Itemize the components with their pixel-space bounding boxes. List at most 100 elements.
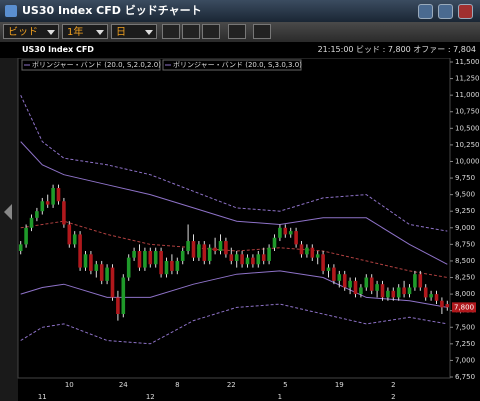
candle-body: [35, 211, 39, 218]
close-button[interactable]: [458, 4, 473, 19]
month-label: 11: [38, 393, 47, 401]
y-tick-label: 9,250: [455, 207, 475, 215]
interval-select[interactable]: 日: [111, 24, 157, 39]
legend-box: [21, 59, 161, 71]
y-tick-label: 9,750: [455, 174, 475, 182]
y-tick-label: 8,000: [455, 290, 475, 298]
candle-body: [407, 287, 412, 295]
candle-body: [105, 267, 109, 281]
candle-body: [375, 284, 379, 291]
candle-body: [170, 260, 174, 271]
y-tick-label: 11,250: [455, 75, 480, 83]
month-label: 12: [146, 393, 155, 401]
title-bar: US30 Index CFD ビッドチャート: [0, 0, 480, 22]
candle-body: [326, 267, 331, 271]
chart-type-button[interactable]: [253, 24, 271, 39]
window-title: US30 Index CFD ビッドチャート: [22, 4, 202, 17]
month-label: 1: [278, 393, 282, 401]
candle-body: [364, 277, 369, 288]
y-tick-label: 9,500: [455, 191, 475, 199]
x-tick-label: 22: [227, 381, 236, 389]
candle-body: [116, 297, 120, 314]
candle-body: [256, 254, 261, 265]
plot-area: [17, 58, 451, 379]
chart: 6,7507,0007,2507,5007,7508,0008,2508,500…: [0, 58, 480, 401]
candle-body: [402, 287, 406, 295]
app-icon: [5, 5, 17, 17]
candle-body: [45, 201, 50, 205]
band-upper: [20, 141, 448, 265]
candle-body: [299, 244, 304, 255]
y-tick-label: 10,000: [455, 157, 480, 165]
y-tick-label: 11,000: [455, 91, 480, 99]
candle-body: [321, 254, 325, 271]
candle-body: [202, 244, 207, 261]
candle-body: [78, 234, 82, 268]
candle-body: [261, 254, 266, 261]
candle-body: [164, 260, 169, 275]
candle-body: [159, 251, 163, 275]
candle-body: [62, 201, 66, 225]
collapse-arrow[interactable]: [4, 204, 12, 220]
y-tick-label: 8,750: [455, 240, 475, 248]
candle-body: [348, 280, 352, 288]
candle-body: [294, 231, 298, 245]
pointer-tool[interactable]: [182, 24, 200, 39]
x-tick-label: 2: [391, 381, 395, 389]
candle-body: [332, 267, 336, 281]
candle-body: [229, 254, 234, 261]
candle-body: [305, 247, 309, 255]
price-type-select[interactable]: ビッド: [3, 24, 59, 39]
candle-body: [429, 294, 433, 298]
candle-body: [353, 280, 358, 295]
y-tick-label: 8,250: [455, 274, 475, 282]
minimize-button[interactable]: [418, 4, 433, 19]
candle-body: [110, 267, 115, 298]
maximize-button[interactable]: [438, 4, 453, 19]
candle-body: [72, 234, 77, 245]
candle-body: [67, 224, 72, 245]
candle-body: [207, 247, 212, 261]
candle-body: [396, 287, 401, 298]
period-select[interactable]: 1年: [62, 24, 108, 39]
candle-body: [137, 251, 142, 268]
candle-body: [240, 254, 244, 265]
candle-body: [272, 237, 277, 248]
bid-label: ビッド :: [356, 45, 386, 54]
candle-body: [99, 264, 104, 281]
candle-body: [440, 300, 444, 308]
candle-body: [359, 287, 363, 295]
print-button[interactable]: [228, 24, 246, 39]
candle-body: [380, 284, 385, 298]
month-label: 2: [391, 393, 395, 401]
candle-body: [418, 274, 423, 288]
candle-body: [24, 227, 28, 245]
candle-body: [51, 188, 55, 205]
offer-label: オファー :: [413, 45, 451, 54]
trend-tool[interactable]: [202, 24, 220, 39]
y-tick-label: 9,000: [455, 224, 475, 232]
x-tick-label: 19: [335, 381, 344, 389]
candle-body: [180, 251, 185, 261]
candle-body: [89, 254, 93, 271]
x-tick-label: 8: [175, 381, 179, 389]
candle-body: [186, 241, 190, 251]
y-tick-label: 6,750: [455, 373, 475, 381]
candle-body: [234, 254, 239, 261]
time: 21:15:00: [317, 45, 354, 54]
candle-body: [94, 264, 99, 271]
y-tick-label: 10,750: [455, 108, 480, 116]
toolbar: ビッド 1年 日: [0, 22, 480, 42]
candle-body: [288, 231, 293, 235]
last-price-tag: [452, 302, 476, 313]
draw-line-tool[interactable]: [162, 24, 180, 39]
candle-body: [283, 227, 288, 235]
candle-body: [175, 260, 180, 271]
candle-body: [56, 188, 61, 202]
candle-body: [213, 247, 217, 251]
candle-body: [191, 241, 196, 258]
x-tick-label: 24: [119, 381, 128, 389]
y-tick-label: 7,250: [455, 340, 475, 348]
band-middle: [20, 220, 448, 278]
